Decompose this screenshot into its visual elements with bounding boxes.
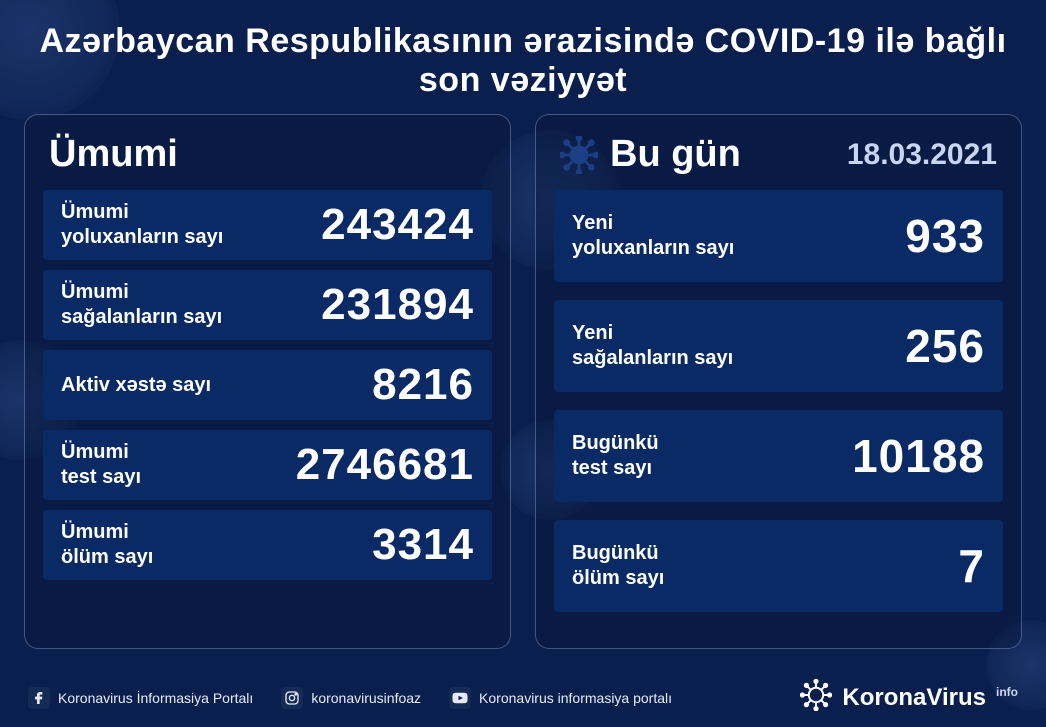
- footer-youtube-text: Koronavirus informasiya portalı: [479, 690, 672, 706]
- stat-value: 933: [905, 209, 985, 263]
- stat-row: Ümumiölüm sayı 3314: [43, 510, 492, 580]
- brand-text: KoronaVirus: [842, 684, 986, 712]
- stat-value: 10188: [852, 429, 985, 483]
- panel-total-header: Ümumi: [43, 129, 492, 190]
- panel-today-title-text: Bu gün: [610, 133, 741, 176]
- stat-row: Bugünküölüm sayı 7: [554, 520, 1003, 612]
- stat-value: 2746681: [296, 440, 474, 490]
- stat-label: Bugünkütest sayı: [572, 431, 659, 481]
- stat-label: Ümumiyoluxanların sayı: [61, 200, 223, 250]
- footer: Koronavirus İnformasiya Portalı koronavi…: [0, 669, 1046, 727]
- panel-today-rows: Yeniyoluxanların sayı 933 Yenisağalanların…: [554, 190, 1003, 612]
- stat-label: Aktiv xəstə sayı: [61, 373, 211, 398]
- panel-total-title: Ümumi: [49, 133, 178, 176]
- brand-virus-icon: [800, 679, 832, 718]
- footer-facebook: Koronavirus İnformasiya Portalı: [28, 687, 253, 709]
- stat-row: Ümumiyoluxanların sayı 243424: [43, 190, 492, 260]
- stat-row: Yenisağalanların sayı 256: [554, 300, 1003, 392]
- panel-today-title: Bu gün: [560, 133, 741, 176]
- virus-icon: [560, 136, 598, 174]
- stat-label: Yenisağalanların sayı: [572, 321, 733, 371]
- stat-row: Bugünkütest sayı 10188: [554, 410, 1003, 502]
- stat-label: Bugünküölüm sayı: [572, 541, 664, 591]
- footer-youtube: Koronavirus informasiya portalı: [449, 687, 672, 709]
- stat-label: Yeniyoluxanların sayı: [572, 211, 734, 261]
- stat-value: 8216: [372, 360, 474, 410]
- facebook-icon: [28, 687, 50, 709]
- panel-today: Bu gün 18.03.2021 Yeniyoluxanların sayı 9…: [535, 114, 1022, 649]
- stat-value: 7: [958, 539, 985, 593]
- stat-label: Ümumisağalanların sayı: [61, 280, 222, 330]
- stat-row: Ümumitest sayı 2746681: [43, 430, 492, 500]
- stat-value: 3314: [372, 520, 474, 570]
- stat-label: Ümumiölüm sayı: [61, 520, 153, 570]
- footer-instagram-text: koronavirusinfoaz: [311, 690, 421, 706]
- brand-suffix: info: [996, 685, 1018, 699]
- stat-label: Ümumitest sayı: [61, 440, 141, 490]
- panel-total-rows: Ümumiyoluxanların sayı 243424 Ümumisağalan…: [43, 190, 492, 580]
- footer-instagram: koronavirusinfoaz: [281, 687, 421, 709]
- panel-today-header: Bu gün 18.03.2021: [554, 129, 1003, 190]
- stat-row: Yeniyoluxanların sayı 933: [554, 190, 1003, 282]
- stat-value: 231894: [321, 280, 474, 330]
- panels-container: Ümumi Ümumiyoluxanların sayı 243424 Ümumis…: [0, 114, 1046, 649]
- page-title: Azərbaycan Respublikasının ərazisində CO…: [0, 0, 1046, 114]
- stat-row: Ümumisağalanların sayı 231894: [43, 270, 492, 340]
- stat-value: 256: [905, 319, 985, 373]
- panel-total: Ümumi Ümumiyoluxanların sayı 243424 Ümumis…: [24, 114, 511, 649]
- instagram-icon: [281, 687, 303, 709]
- stat-row: Aktiv xəstə sayı 8216: [43, 350, 492, 420]
- footer-facebook-text: Koronavirus İnformasiya Portalı: [58, 690, 253, 706]
- youtube-icon: [449, 687, 471, 709]
- panel-today-date: 18.03.2021: [847, 138, 997, 172]
- stat-value: 243424: [321, 200, 474, 250]
- footer-brand: KoronaVirus info: [800, 679, 1018, 718]
